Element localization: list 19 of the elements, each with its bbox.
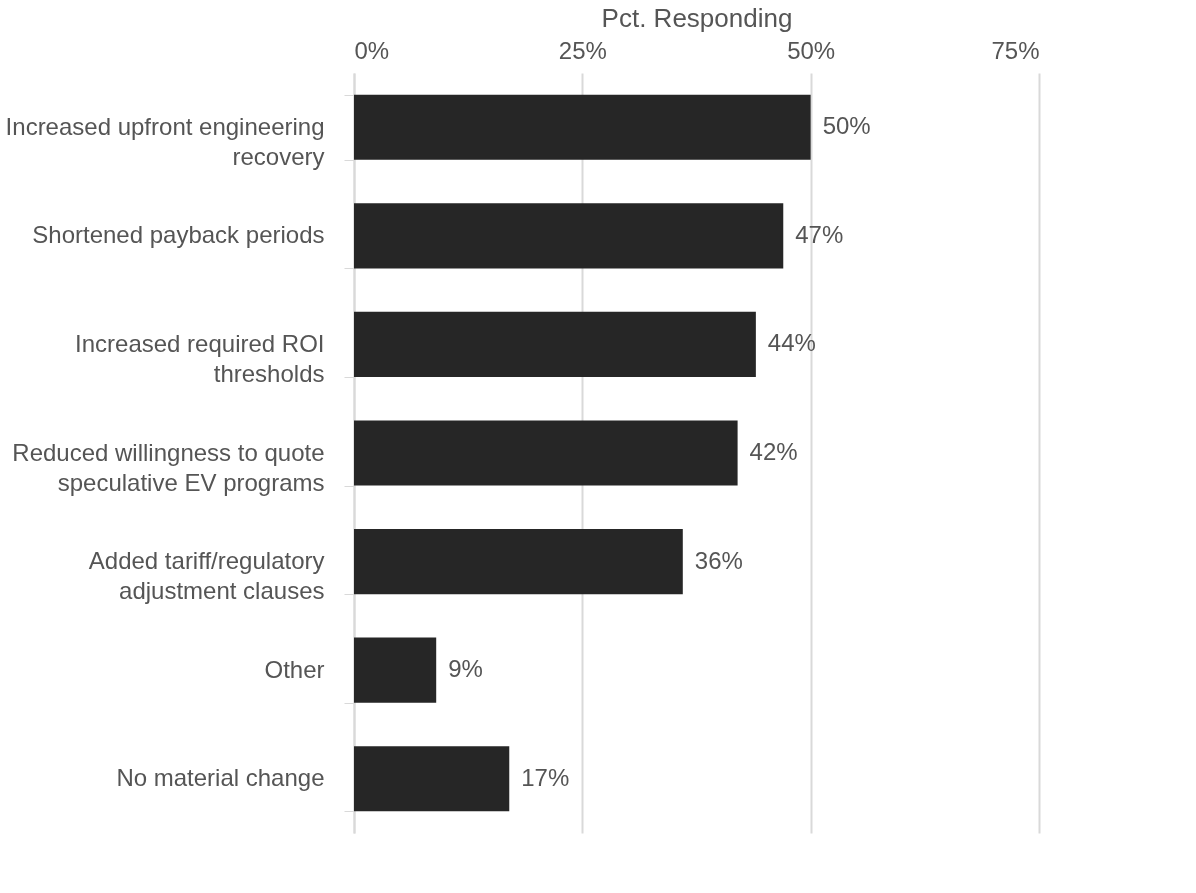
x-tick-label: 50%: [787, 36, 836, 64]
data-label: 42%: [749, 438, 798, 465]
y-tick-label: Other: [264, 655, 325, 683]
y-tick-label: Reduced willingness to quote speculative EV programs: [12, 438, 325, 496]
y-tick-label: Shortened payback periods: [32, 221, 325, 249]
x-tick-label: 25%: [558, 36, 607, 64]
data-label: 47%: [795, 220, 844, 248]
data-label: 17%: [521, 763, 570, 791]
data-label: 9%: [448, 655, 483, 683]
y-tick-label: No material change: [116, 764, 325, 792]
data-label: 36%: [694, 546, 743, 574]
data-label: 44%: [767, 329, 816, 357]
x-tick-label: 0%: [354, 36, 390, 64]
y-tick-label: Increased required ROI thresholds: [75, 329, 325, 387]
x-axis-title: Pct. Responding: [601, 2, 793, 33]
y-tick-label: Added tariff/regulatory adjustment clauses: [88, 547, 325, 605]
data-label: 50%: [822, 112, 871, 140]
y-tick-label: Increased upfront engineering recovery: [5, 112, 325, 170]
x-tick-label: 75%: [991, 36, 1040, 64]
